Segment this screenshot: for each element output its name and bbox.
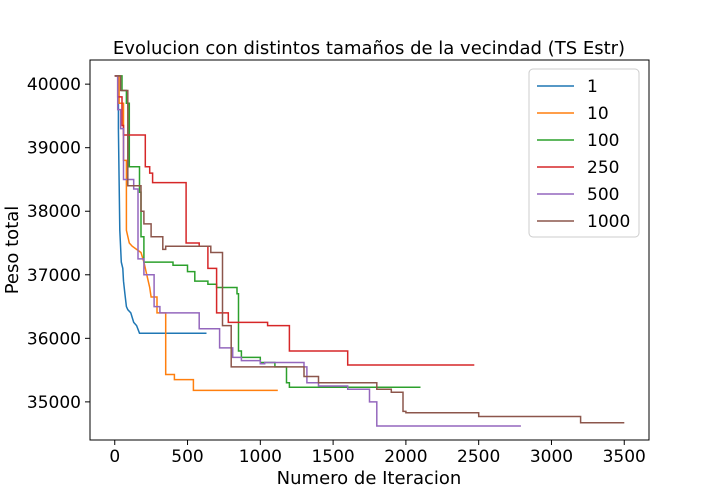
legend-box <box>528 68 640 238</box>
x-tick-label: 3000 <box>530 447 573 467</box>
x-tick-label: 3500 <box>603 447 646 467</box>
x-axis: 0 500 1000 1500 2000 2500 3000 3500 <box>109 440 646 467</box>
y-axis: 35000 36000 37000 38000 39000 40000 <box>27 75 90 413</box>
y-tick-label: 35000 <box>27 393 81 413</box>
plot-area-frame <box>89 59 650 441</box>
series-line-1000 <box>114 75 625 424</box>
x-tick-label: 0 <box>109 447 120 467</box>
legend-label-500: 500 <box>587 185 619 205</box>
x-tick-label: 500 <box>171 447 203 467</box>
legend-label-10: 10 <box>587 104 609 124</box>
series-line-500 <box>114 75 521 427</box>
series-line-250 <box>114 75 475 366</box>
y-axis-label: Peso total <box>2 206 23 295</box>
legend-label-250: 250 <box>587 158 619 178</box>
x-tick-label: 2000 <box>384 447 427 467</box>
x-tick-label: 1000 <box>239 447 282 467</box>
x-tick-label: 2500 <box>457 447 500 467</box>
legend: 1 10 100 250 500 1000 <box>528 68 640 238</box>
y-tick-label: 38000 <box>27 202 81 222</box>
series-line-1 <box>114 75 207 334</box>
legend-label-1: 1 <box>587 77 598 97</box>
legend-label-100: 100 <box>587 131 619 151</box>
y-tick-label: 40000 <box>27 75 81 95</box>
x-tick-label: 1500 <box>311 447 354 467</box>
legend-label-1000: 1000 <box>587 212 630 232</box>
series-layer <box>114 75 625 427</box>
x-axis-label: Numero de Iteracion <box>277 468 462 489</box>
y-tick-label: 39000 <box>27 139 81 159</box>
chart-title: Evolucion con distintos tamaños de la ve… <box>113 38 625 59</box>
y-tick-label: 36000 <box>27 329 81 349</box>
y-tick-label: 37000 <box>27 266 81 286</box>
